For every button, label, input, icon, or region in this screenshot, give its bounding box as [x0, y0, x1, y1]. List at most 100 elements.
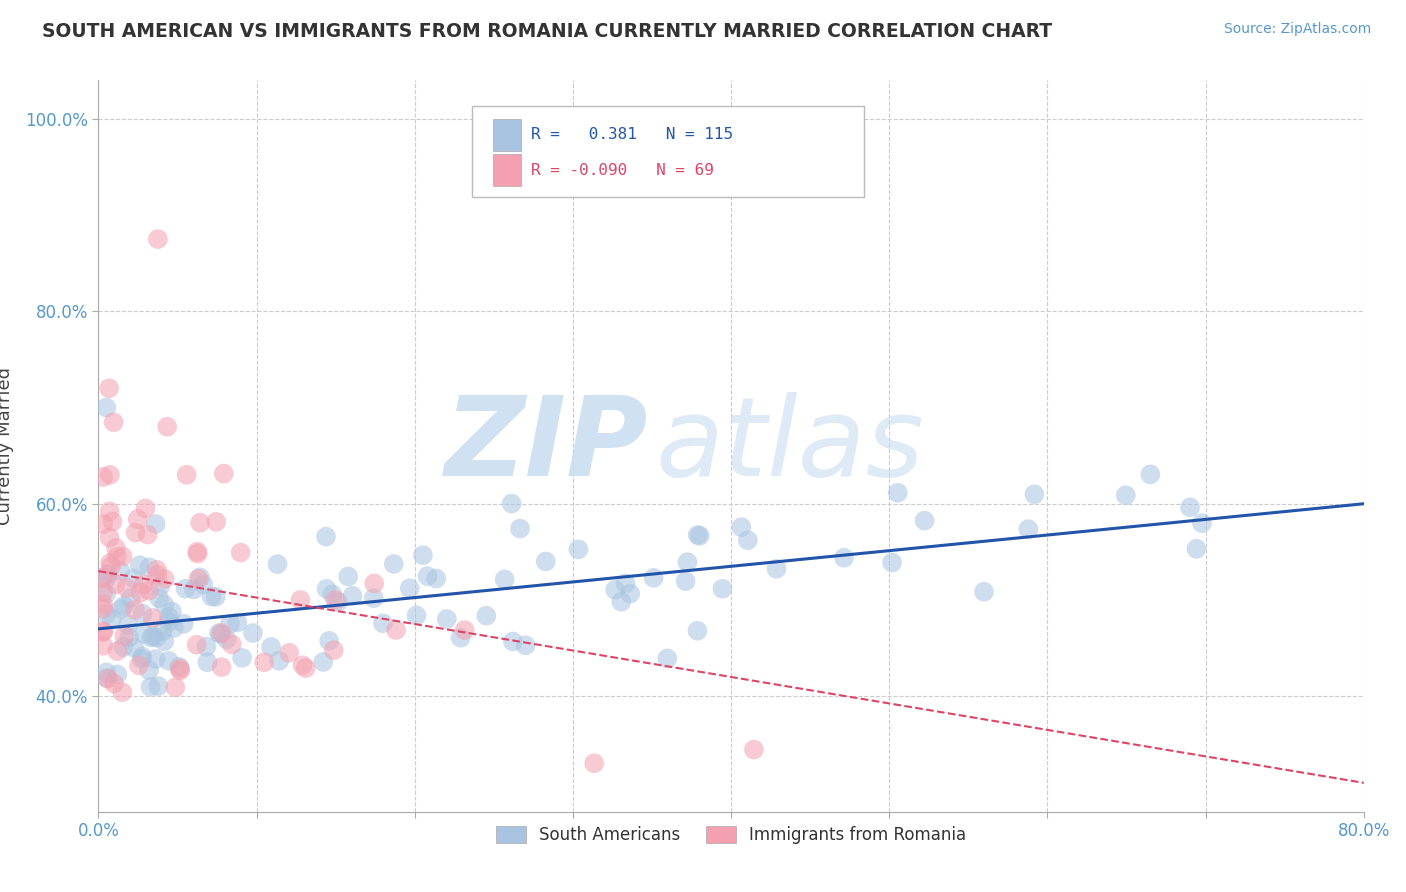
- FancyBboxPatch shape: [494, 154, 522, 186]
- Point: [321, 587, 343, 601]
- Point: [124, 603, 146, 617]
- Point: [686, 528, 709, 542]
- Point: [112, 629, 135, 643]
- Point: [160, 605, 183, 619]
- Point: [188, 516, 211, 530]
- Point: [326, 595, 349, 609]
- Point: [219, 616, 242, 631]
- Point: [205, 515, 228, 529]
- Point: [737, 533, 759, 548]
- Point: [167, 659, 190, 673]
- Point: [112, 599, 135, 613]
- Point: [475, 608, 498, 623]
- Point: [142, 611, 165, 625]
- Point: [148, 679, 170, 693]
- Point: [122, 640, 145, 655]
- Point: [152, 624, 174, 638]
- Point: [156, 419, 179, 434]
- Point: [208, 626, 231, 640]
- Point: [398, 582, 420, 596]
- Point: [169, 662, 191, 676]
- Point: [97, 672, 120, 686]
- Text: atlas: atlas: [655, 392, 924, 500]
- Point: [657, 651, 679, 665]
- Point: [742, 742, 765, 756]
- Point: [97, 567, 120, 582]
- Point: [1191, 516, 1213, 531]
- Point: [120, 591, 142, 605]
- Point: [229, 545, 252, 559]
- Point: [157, 654, 180, 668]
- Point: [132, 577, 155, 591]
- Point: [96, 607, 118, 622]
- Point: [91, 597, 114, 611]
- Point: [676, 555, 699, 569]
- Point: [98, 556, 121, 570]
- Point: [91, 470, 114, 484]
- Point: [91, 570, 114, 584]
- Point: [146, 232, 169, 246]
- Point: [260, 640, 283, 654]
- Point: [290, 593, 312, 607]
- Point: [212, 467, 235, 481]
- Point: [153, 634, 176, 648]
- Point: [231, 650, 253, 665]
- Point: [416, 569, 439, 583]
- Point: [176, 467, 198, 482]
- Point: [363, 591, 385, 605]
- Point: [187, 547, 209, 561]
- Point: [138, 583, 160, 598]
- Point: [96, 665, 118, 680]
- Point: [643, 571, 665, 585]
- Point: [832, 550, 855, 565]
- Point: [619, 586, 641, 600]
- Point: [880, 556, 903, 570]
- Point: [675, 574, 697, 589]
- Point: [91, 585, 114, 599]
- Point: [412, 548, 434, 562]
- Point: [91, 517, 114, 532]
- Point: [117, 617, 139, 632]
- Point: [1139, 467, 1161, 482]
- Point: [294, 661, 316, 675]
- Point: [112, 640, 135, 654]
- Point: [342, 589, 364, 603]
- Point: [173, 616, 195, 631]
- Point: [312, 655, 335, 669]
- Point: [382, 557, 405, 571]
- Point: [103, 676, 125, 690]
- Point: [509, 522, 531, 536]
- Point: [187, 572, 209, 586]
- Text: SOUTH AMERICAN VS IMMIGRANTS FROM ROMANIA CURRENTLY MARRIED CORRELATION CHART: SOUTH AMERICAN VS IMMIGRANTS FROM ROMANI…: [42, 22, 1052, 41]
- Point: [132, 627, 155, 641]
- Point: [322, 643, 344, 657]
- Point: [200, 590, 222, 604]
- Legend: South Americans, Immigrants from Romania: South Americans, Immigrants from Romania: [489, 820, 973, 851]
- Point: [124, 525, 146, 540]
- Point: [104, 541, 127, 555]
- Point: [105, 644, 128, 658]
- Point: [108, 564, 131, 578]
- Point: [450, 631, 472, 645]
- Point: [183, 582, 205, 597]
- Point: [278, 646, 301, 660]
- FancyBboxPatch shape: [494, 119, 522, 151]
- Point: [131, 649, 153, 664]
- Point: [614, 576, 637, 591]
- Point: [226, 615, 249, 630]
- Point: [1185, 541, 1208, 556]
- Y-axis label: Currently Married: Currently Married: [0, 367, 14, 525]
- Point: [169, 664, 191, 678]
- Point: [145, 631, 167, 645]
- Point: [765, 562, 787, 576]
- Text: R = -0.090   N = 69: R = -0.090 N = 69: [531, 162, 714, 178]
- Point: [111, 685, 134, 699]
- Point: [211, 626, 233, 640]
- FancyBboxPatch shape: [471, 106, 863, 197]
- Text: ZIP: ZIP: [446, 392, 648, 500]
- Point: [195, 640, 218, 654]
- Point: [266, 557, 288, 571]
- Point: [323, 593, 346, 607]
- Point: [1178, 500, 1201, 515]
- Point: [197, 655, 219, 669]
